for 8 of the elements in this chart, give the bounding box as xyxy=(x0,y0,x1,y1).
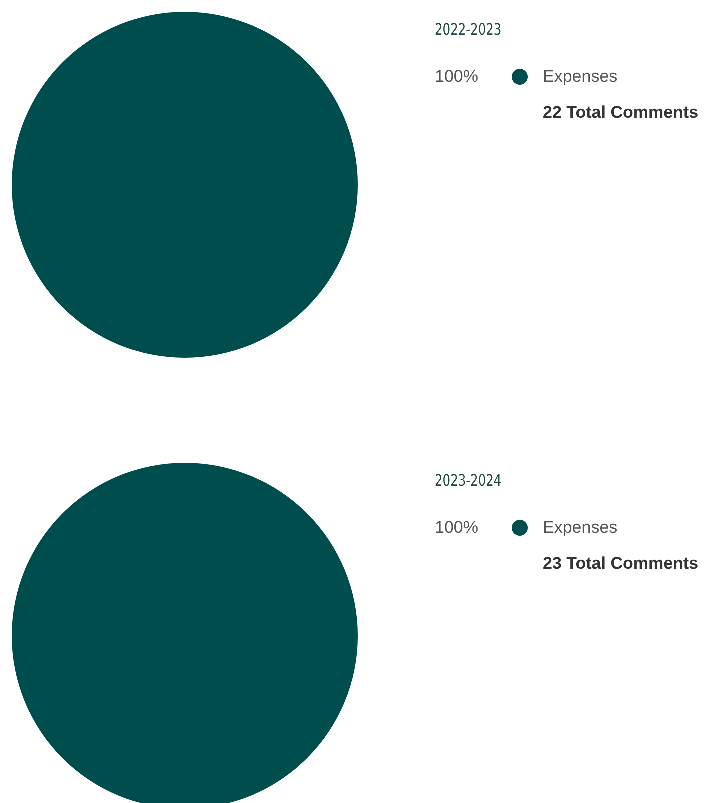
text: 22 Total Comments xyxy=(543,103,700,123)
text: 2022-2023 xyxy=(435,20,503,39)
text: 23 Total Comments xyxy=(543,554,700,574)
data-label: 100% xyxy=(435,518,480,538)
data-label: 100% xyxy=(435,67,480,87)
text: 2023-2024 xyxy=(435,471,503,490)
legend-label: Expenses xyxy=(543,518,618,538)
legend-label: Expenses xyxy=(543,67,618,87)
